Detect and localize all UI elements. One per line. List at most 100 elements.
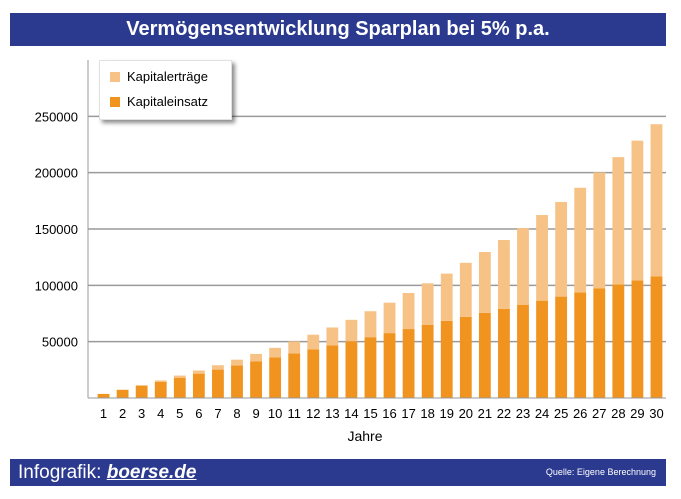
bar-kapitaleinsatz bbox=[97, 393, 110, 398]
y-tick-labels: 50000 100000 150000 200000 250000 bbox=[35, 109, 78, 349]
bar-kapitalertraege bbox=[555, 201, 568, 297]
x-tick-label: 14 bbox=[344, 406, 358, 421]
x-tick-label: 9 bbox=[252, 406, 259, 421]
bar-kapitalertraege bbox=[364, 311, 377, 338]
bar-kapitalertraege bbox=[231, 359, 243, 366]
x-tick-label: 8 bbox=[233, 406, 240, 421]
bar-kapitalertraege bbox=[536, 215, 548, 301]
x-tick-label: 22 bbox=[497, 406, 511, 421]
bar-kapitalertraege bbox=[288, 341, 301, 354]
bar-kapitalertraege bbox=[421, 283, 434, 325]
bar-kapitaleinsatz bbox=[345, 341, 358, 398]
legend-swatch-kapitalertraege bbox=[110, 72, 120, 82]
bar-kapitalertraege bbox=[307, 334, 320, 350]
x-tick-label: 7 bbox=[214, 406, 221, 421]
bar-kapitaleinsatz bbox=[421, 324, 434, 398]
footer-label: Infografik: bbox=[18, 462, 102, 483]
x-tick-label: 10 bbox=[268, 406, 282, 421]
x-tick-label: 17 bbox=[401, 406, 415, 421]
legend-swatch-kapitaleinsatz bbox=[110, 97, 120, 107]
bar-kapitaleinsatz bbox=[612, 284, 625, 398]
bar-kapitalertraege bbox=[593, 172, 606, 289]
legend-label: Kapitaleinsatz bbox=[127, 94, 208, 109]
bar-kapitaleinsatz bbox=[154, 381, 167, 398]
bar-kapitalertraege bbox=[402, 292, 415, 330]
x-tick-label: 19 bbox=[439, 406, 453, 421]
bar-kapitaleinsatz bbox=[116, 389, 129, 398]
legend-item-kapitaleinsatz: Kapitaleinsatz bbox=[110, 94, 208, 110]
bar-kapitalertraege bbox=[612, 157, 625, 285]
bar-kapitalertraege bbox=[383, 302, 396, 334]
y-tick-label: 100000 bbox=[35, 278, 78, 293]
x-tick-label: 30 bbox=[649, 406, 663, 421]
x-tick-label: 5 bbox=[176, 406, 183, 421]
bars bbox=[97, 124, 663, 398]
bar-kapitalertraege bbox=[574, 187, 587, 293]
bar-kapitaleinsatz bbox=[383, 333, 396, 398]
x-tick-label: 3 bbox=[138, 406, 145, 421]
bar-kapitaleinsatz bbox=[250, 361, 262, 398]
bar-kapitaleinsatz bbox=[212, 369, 224, 398]
footer-bar: Infografik: boerse.de Quelle: Eigene Ber… bbox=[10, 459, 666, 486]
bar-kapitalertraege bbox=[650, 124, 663, 277]
bar-kapitalertraege bbox=[192, 370, 205, 374]
bar-kapitaleinsatz bbox=[555, 296, 568, 398]
bar-kapitaleinsatz bbox=[307, 349, 320, 398]
bar-kapitaleinsatz bbox=[135, 385, 148, 398]
bar-kapitaleinsatz bbox=[326, 345, 339, 398]
bar-kapitaleinsatz bbox=[459, 316, 472, 398]
footer-credit: Infografik: boerse.de bbox=[18, 459, 196, 486]
bar-kapitalertraege bbox=[440, 273, 453, 321]
x-tick-label: 26 bbox=[573, 406, 587, 421]
x-tick-label: 18 bbox=[420, 406, 434, 421]
bar-kapitaleinsatz bbox=[536, 300, 548, 398]
bar-kapitaleinsatz bbox=[269, 357, 282, 398]
bar-kapitalertraege bbox=[517, 228, 529, 305]
x-tick-label: 16 bbox=[382, 406, 396, 421]
bar-kapitaleinsatz bbox=[517, 304, 529, 398]
bar-kapitaleinsatz bbox=[402, 329, 415, 398]
x-axis-label: Jahre bbox=[347, 428, 382, 444]
x-tick-label: 25 bbox=[554, 406, 568, 421]
bar-kapitalertraege bbox=[154, 380, 167, 382]
x-tick-label: 23 bbox=[516, 406, 530, 421]
x-tick-label: 2 bbox=[119, 406, 126, 421]
bar-kapitaleinsatz bbox=[364, 337, 377, 398]
bar-kapitaleinsatz bbox=[173, 377, 186, 398]
y-tick-label: 200000 bbox=[35, 166, 78, 181]
bar-kapitaleinsatz bbox=[288, 353, 301, 398]
bar-kapitaleinsatz bbox=[231, 365, 243, 398]
x-tick-label: 21 bbox=[478, 406, 492, 421]
x-tick-label: 13 bbox=[325, 406, 339, 421]
footer-brand-link[interactable]: boerse.de bbox=[106, 462, 197, 483]
bar-kapitaleinsatz bbox=[192, 373, 205, 398]
x-tick-label: 28 bbox=[611, 406, 625, 421]
x-tick-label: 27 bbox=[592, 406, 606, 421]
bar-kapitalertraege bbox=[269, 347, 282, 358]
bar-kapitalertraege bbox=[326, 327, 339, 346]
x-tick-label: 20 bbox=[459, 406, 473, 421]
bar-kapitaleinsatz bbox=[478, 312, 491, 398]
bar-kapitalertraege bbox=[478, 251, 491, 313]
bar-kapitalertraege bbox=[250, 353, 262, 362]
x-tick-label: 15 bbox=[363, 406, 377, 421]
x-tick-label: 29 bbox=[630, 406, 644, 421]
x-tick-labels: 1 2 3 4 5 6 7 8 9 10 11 12 13 14 15 16 17 18 19 20 21 22 23 24 2… bbox=[100, 406, 664, 421]
footer-source: Quelle: Eigene Berechnung bbox=[545, 467, 656, 477]
bar-kapitaleinsatz bbox=[631, 280, 644, 398]
bar-kapitalertraege bbox=[498, 240, 510, 309]
legend-label: Kapitalerträge bbox=[127, 69, 208, 84]
bar-kapitaleinsatz bbox=[593, 288, 606, 398]
legend-item-kapitalertraege: Kapitalerträge bbox=[110, 69, 208, 85]
x-tick-label: 24 bbox=[535, 406, 549, 421]
x-tick-label: 11 bbox=[287, 406, 301, 421]
y-tick-label: 150000 bbox=[35, 222, 78, 237]
bar-kapitaleinsatz bbox=[440, 320, 453, 398]
bar-kapitalertraege bbox=[459, 262, 472, 317]
chart-title: Vermögensentwicklung Sparplan bei 5% p.a… bbox=[10, 13, 666, 46]
x-tick-label: 12 bbox=[306, 406, 320, 421]
bar-kapitaleinsatz bbox=[498, 308, 510, 398]
x-tick-label: 1 bbox=[100, 406, 107, 421]
y-tick-label: 50000 bbox=[42, 335, 78, 350]
